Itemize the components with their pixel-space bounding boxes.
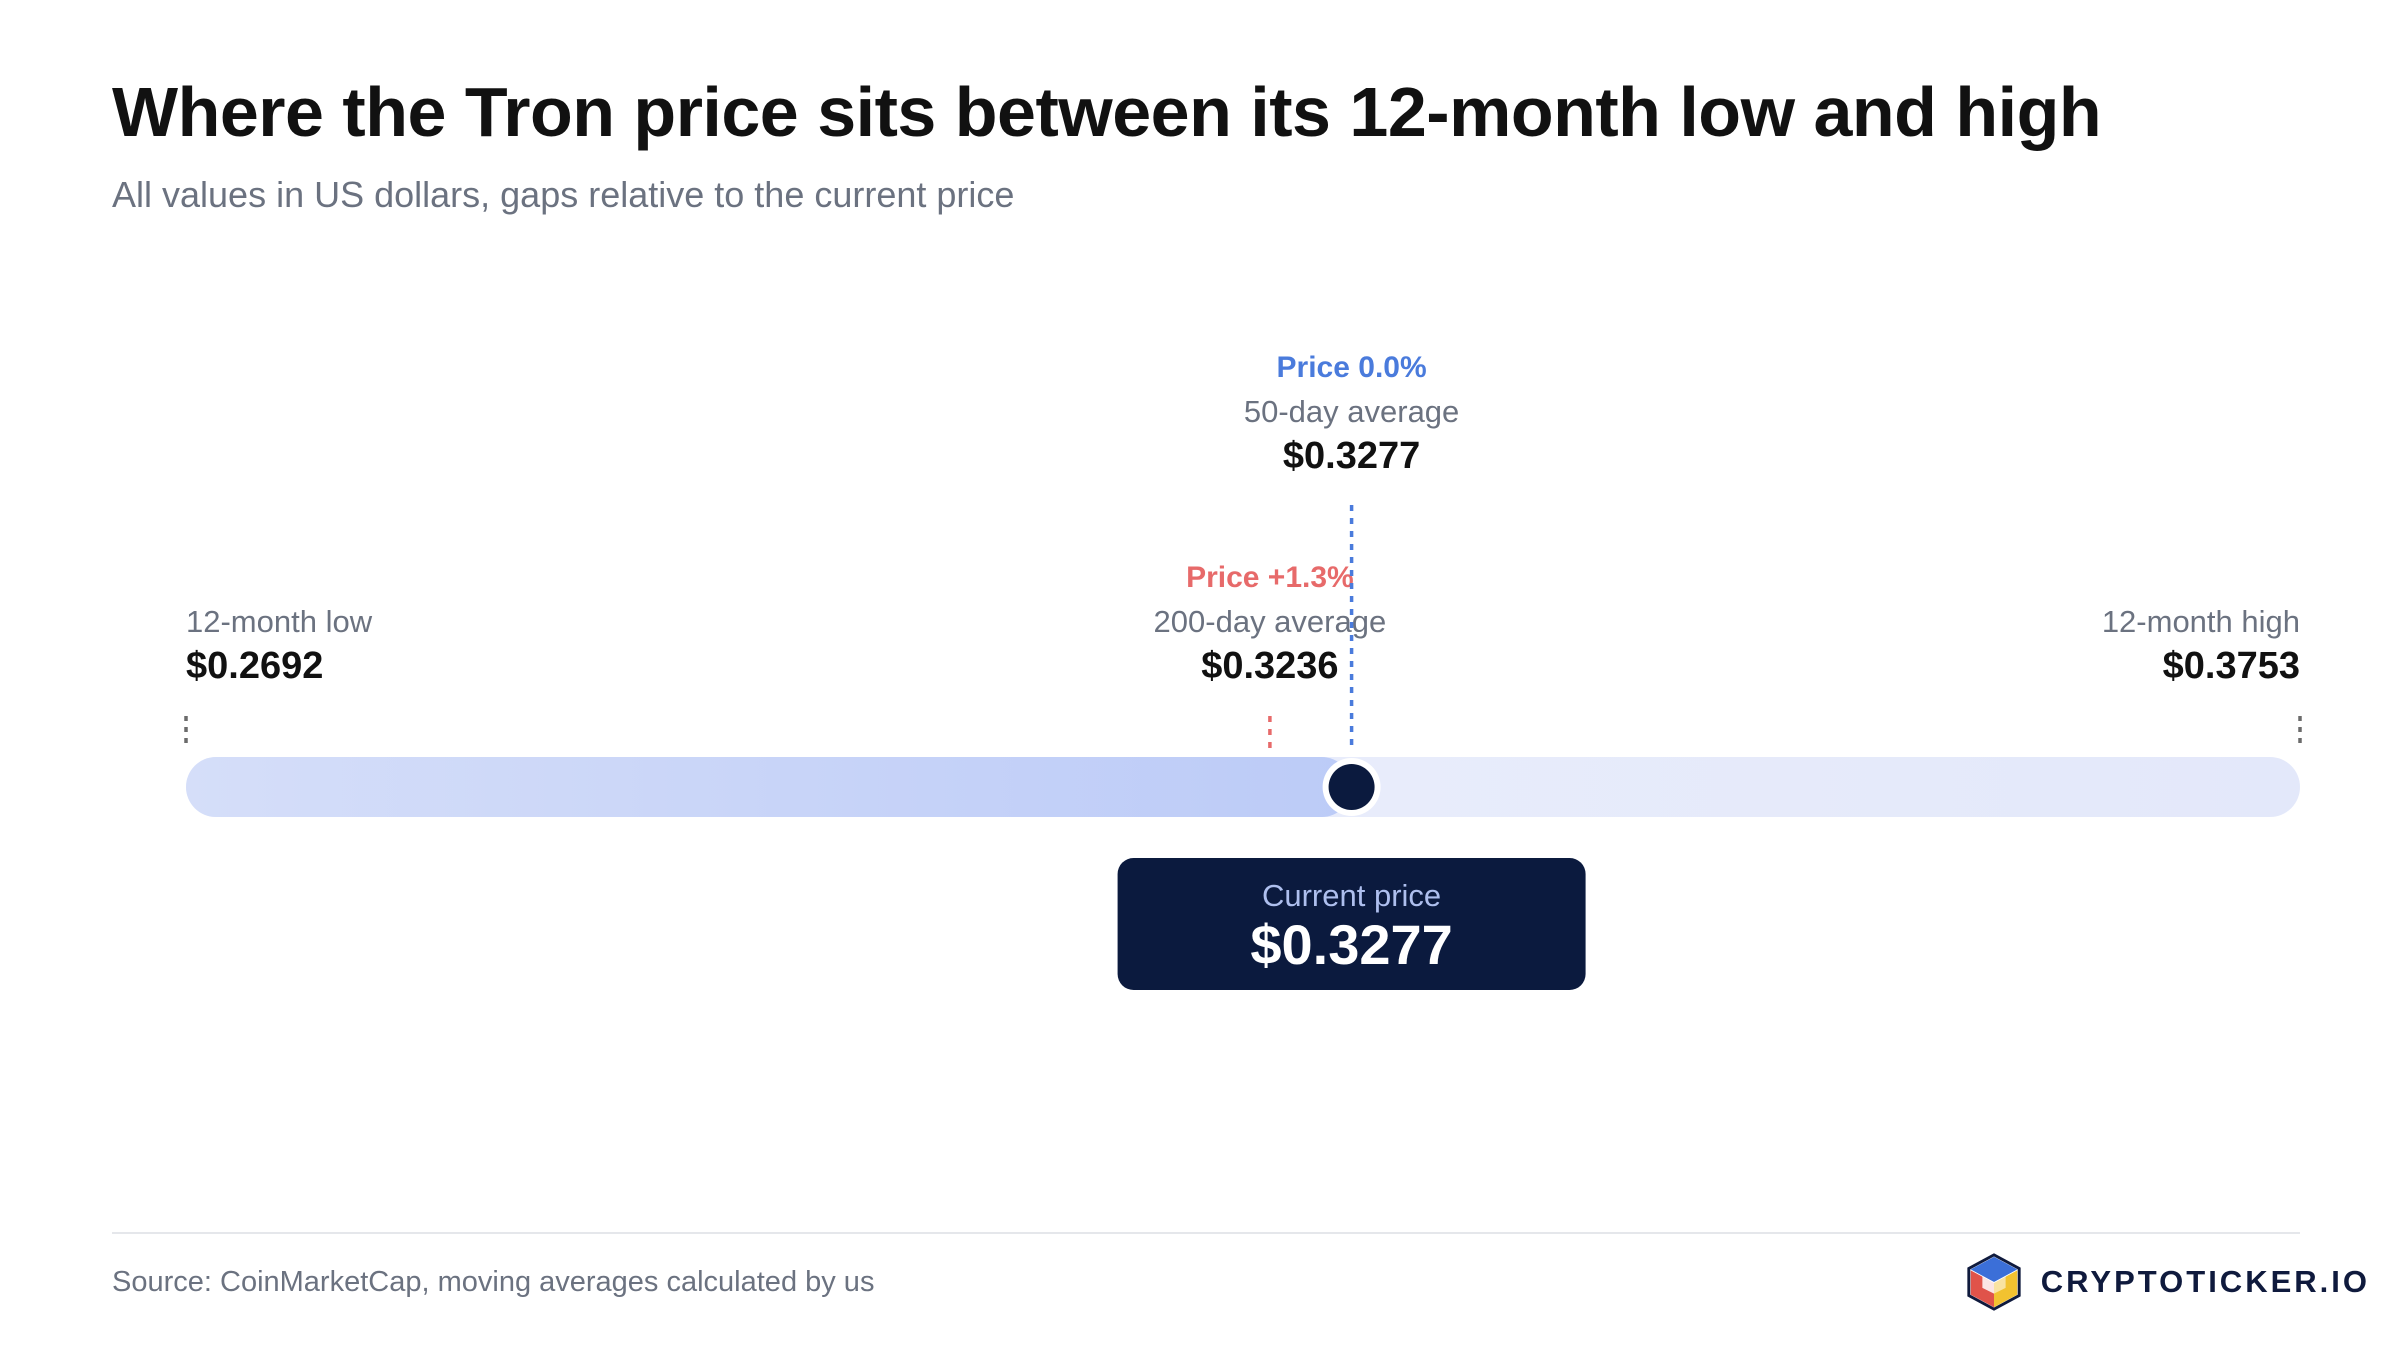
marker-label-1: 50-day average — [1244, 394, 1459, 429]
endpoint-value-right: $0.3753 — [2163, 645, 2300, 687]
range-chart: 12-month low $0.2692 12-month high $0.3753 P… — [184, 351, 2302, 990]
footer-divider — [112, 1232, 2300, 1234]
marker-value-1: $0.3277 — [1283, 435, 1420, 477]
range-fill — [186, 757, 1352, 817]
chart-title: Where the Tron price sits between its 12… — [112, 73, 2102, 151]
endpoint-label-left: 12-month low — [186, 604, 373, 639]
endpoint-label-right: 12-month high — [2102, 604, 2300, 639]
current-dot — [1328, 764, 1375, 810]
endpoint-value-left: $0.2692 — [186, 645, 323, 687]
marker-gap-1: Price 0.0% — [1277, 351, 1427, 384]
brand-name: CRYPTOTICKER.IO — [2040, 1264, 2370, 1299]
brand-logo[interactable]: CRYPTOTICKER.IO — [1963, 1250, 2370, 1314]
current-price-label: Current price — [1262, 878, 1441, 913]
marker-label-0: 200-day average — [1154, 604, 1387, 639]
current-price-value: $0.3277 — [1250, 913, 1452, 976]
source-note: Source: CoinMarketCap, moving averages c… — [112, 1266, 875, 1298]
marker-gap-0: Price +1.3% — [1186, 561, 1354, 594]
current-price-callout — [1117, 858, 1586, 990]
marker-value-0: $0.3236 — [1201, 645, 1338, 687]
chart-subtitle: All values in US dollars, gaps relative … — [112, 174, 1015, 215]
cube-logo-icon — [1967, 1253, 2021, 1311]
